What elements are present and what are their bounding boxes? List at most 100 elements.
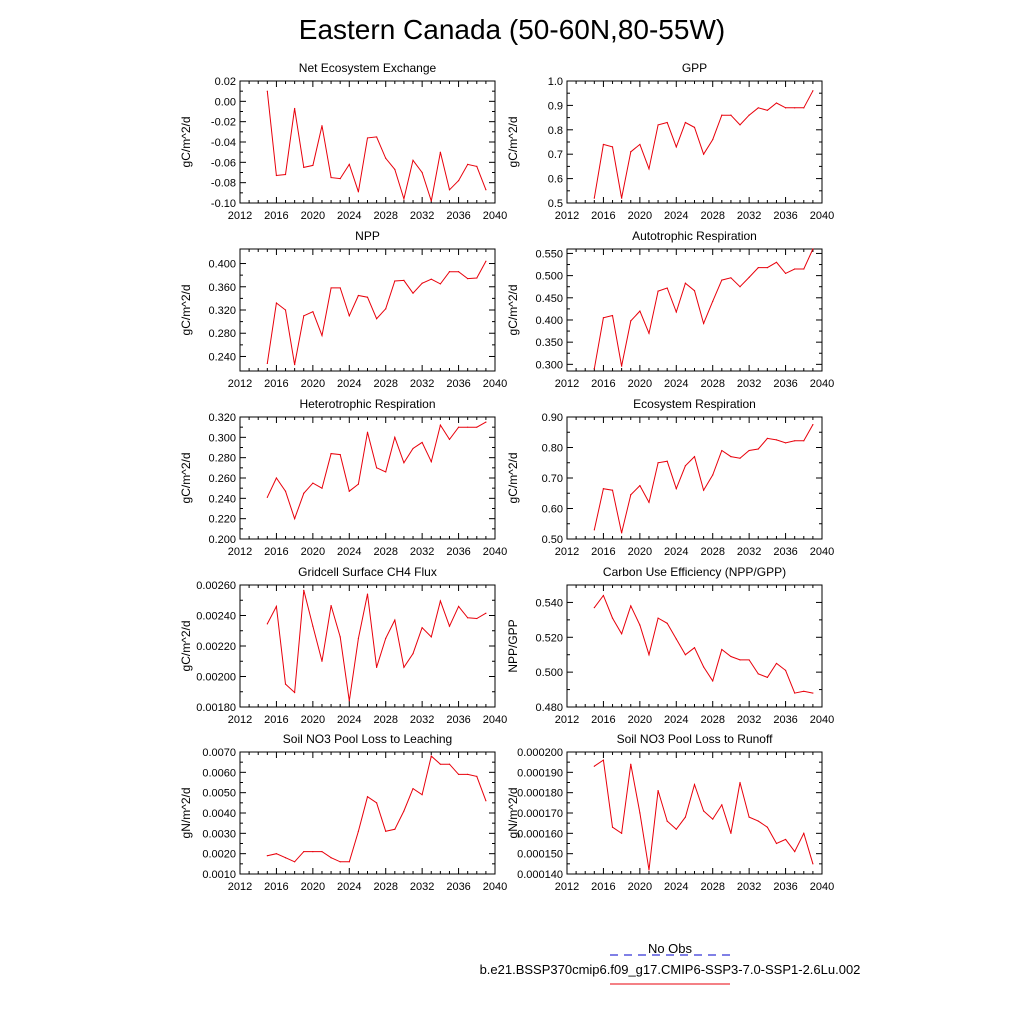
y-tick-label: 0.500	[535, 271, 563, 283]
data-point	[757, 267, 759, 269]
data-point	[357, 191, 359, 193]
data-point	[294, 107, 296, 110]
y-tick-label: 0.70	[542, 473, 563, 485]
y-tick-label: 0.400	[535, 315, 563, 327]
y-tick-label: 0.000170	[517, 808, 563, 820]
chart-title: Soil NO3 Pool Loss to Leaching	[283, 732, 452, 746]
data-point	[730, 114, 732, 116]
y-tick-label: 0.500	[535, 667, 563, 679]
data-point	[312, 851, 314, 853]
y-axis-label: gC/m^2/d	[179, 621, 193, 672]
data-point	[721, 804, 723, 806]
data-point	[684, 282, 686, 284]
data-point	[412, 447, 414, 450]
x-tick-label: 2012	[228, 881, 252, 893]
data-point	[693, 126, 696, 128]
y-tick-label: 0.90	[542, 412, 563, 424]
data-point	[730, 277, 732, 279]
data-point	[766, 676, 768, 678]
data-point	[803, 832, 805, 834]
data-point	[284, 857, 287, 859]
chart-title: Soil NO3 Pool Loss to Runoff	[617, 732, 774, 746]
y-tick-label: 0.02	[215, 76, 236, 88]
data-point	[312, 625, 314, 627]
chart-title: Carbon Use Efficiency (NPP/GPP)	[603, 565, 786, 579]
data-point	[684, 121, 686, 124]
x-tick-label: 2020	[628, 378, 652, 390]
data-point	[330, 287, 332, 289]
x-tick-label: 2016	[591, 546, 615, 558]
x-tick-label: 2012	[228, 546, 252, 558]
data-point	[294, 861, 296, 863]
data-point	[403, 279, 405, 281]
data-point	[748, 449, 750, 452]
x-tick-label: 2016	[264, 714, 288, 726]
x-tick-label: 2040	[810, 210, 834, 222]
x-tick-label: 2036	[773, 881, 797, 893]
x-tick-label: 2024	[664, 378, 688, 390]
x-tick-label: 2020	[628, 546, 652, 558]
figure-title: Eastern Canada (50-60N,80-55W)	[298, 14, 726, 45]
data-point	[675, 638, 677, 640]
data-point	[794, 440, 796, 442]
data-point	[476, 277, 478, 279]
data-point	[666, 820, 668, 822]
series-line	[593, 594, 813, 694]
data-point	[639, 812, 641, 814]
data-point	[593, 197, 595, 199]
data-point	[385, 830, 387, 832]
plot-frame	[239, 248, 496, 372]
data-point	[794, 692, 796, 694]
data-point	[712, 138, 714, 141]
data-point	[757, 448, 759, 450]
x-tick-label: 2020	[301, 210, 325, 222]
data-point	[312, 164, 314, 166]
data-point	[766, 109, 768, 111]
data-point	[385, 471, 387, 473]
y-tick-label: 0.0060	[202, 767, 236, 779]
data-point	[739, 659, 741, 661]
data-point	[421, 441, 423, 444]
data-point	[803, 107, 805, 109]
data-point	[348, 163, 350, 165]
x-tick-label: 2036	[773, 714, 797, 726]
chart-title: Autotrophic Respiration	[632, 229, 757, 243]
data-point	[602, 488, 605, 490]
y-tick-label: 0.450	[535, 293, 563, 305]
x-tick-label: 2032	[410, 210, 434, 222]
data-point	[784, 272, 787, 274]
x-tick-label: 2024	[664, 210, 688, 222]
x-tick-label: 2040	[483, 714, 507, 726]
data-point	[621, 832, 623, 834]
data-point	[757, 107, 759, 109]
data-point	[339, 178, 341, 180]
x-tick-label: 2016	[264, 546, 288, 558]
data-point	[602, 143, 605, 146]
data-point	[284, 309, 287, 311]
data-point	[330, 453, 332, 455]
data-point	[639, 143, 641, 146]
data-point	[284, 173, 287, 176]
y-tick-label: 0.000140	[517, 869, 563, 881]
y-tick-label: 0.9	[548, 100, 563, 112]
data-point	[284, 683, 287, 685]
y-tick-label: 0.000200	[517, 747, 563, 759]
data-point	[666, 460, 668, 462]
data-point	[476, 775, 478, 778]
data-point	[330, 604, 332, 607]
x-tick-label: 2024	[664, 714, 688, 726]
data-point	[666, 622, 668, 624]
y-tick-label: 0.280	[208, 453, 236, 465]
data-point	[630, 763, 632, 765]
plot-frame	[239, 751, 496, 875]
data-point	[611, 617, 614, 619]
y-tick-label: 0.350	[535, 337, 563, 349]
x-tick-label: 2020	[301, 714, 325, 726]
x-tick-label: 2028	[700, 546, 724, 558]
series-line	[266, 260, 487, 365]
y-tick-label: 0.260	[208, 473, 236, 485]
data-point	[648, 654, 650, 656]
series-line	[266, 421, 487, 521]
x-tick-label: 2040	[810, 714, 834, 726]
data-point	[748, 114, 750, 116]
